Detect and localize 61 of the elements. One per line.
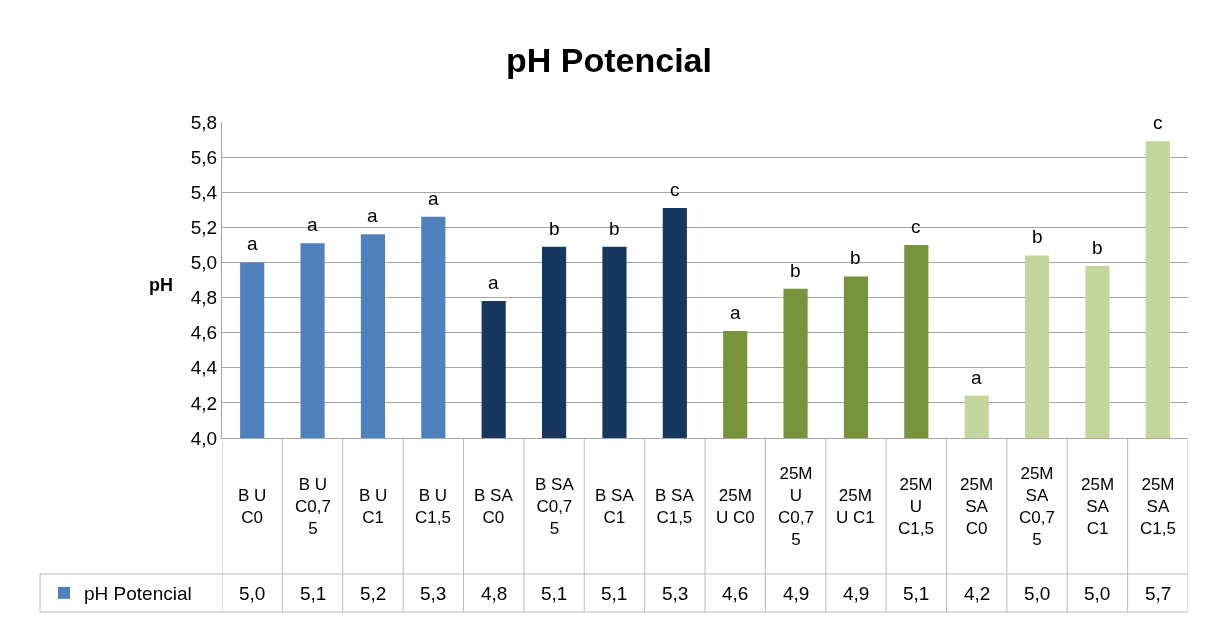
annotation: a	[247, 233, 258, 254]
x-tick-label: B SA C0	[474, 486, 514, 528]
x-tick-label: 25M U C1,5	[898, 475, 934, 539]
annotation: a	[307, 214, 318, 235]
y-tick-label: 4,2	[190, 392, 218, 414]
data-label: 5,0	[1084, 583, 1111, 604]
annotation: a	[971, 367, 982, 388]
x-tick-label: B SA C1,5	[655, 486, 695, 528]
x-tick-label: 25M SA C0,75	[1019, 464, 1055, 550]
x-tick-label: B U C1,5	[415, 486, 451, 528]
x-tick-label: 25M U C0,75	[778, 464, 814, 550]
data-label: 5,1	[601, 583, 628, 604]
data-label: 4,2	[964, 583, 991, 604]
annotation: c	[1153, 112, 1163, 133]
x-tick-label: 25M U C0	[716, 486, 755, 528]
x-tick-label: B U C0	[238, 486, 267, 528]
annotation: b	[1092, 237, 1103, 258]
y-tick-label: 5,8	[190, 111, 218, 133]
annotation: a	[730, 302, 741, 323]
y-tick-label: 4,4	[190, 357, 218, 379]
x-tick-label: B U C1	[359, 486, 388, 528]
x-tick-label: 25M U C1	[836, 486, 875, 528]
annotation: c	[911, 216, 921, 237]
annotation: b	[790, 260, 801, 281]
annotation: b	[850, 247, 861, 268]
data-label: 5,1	[541, 583, 568, 604]
y-tick-label: 5,4	[190, 181, 218, 203]
data-label: 4,6	[722, 583, 749, 604]
y-tick-label: 5,2	[190, 216, 218, 238]
x-tick-label: 25M SA C0	[960, 475, 994, 539]
x-tick-label: 25M SA C1,5	[1140, 475, 1176, 539]
annotation: b	[609, 218, 620, 239]
data-label: 4,8	[481, 583, 508, 604]
y-tick-label: 4,8	[190, 287, 218, 309]
data-label: 4,9	[843, 583, 870, 604]
annotation: b	[1032, 226, 1043, 247]
x-tick-label: B U C0,75	[295, 475, 331, 539]
data-label: 5,3	[420, 583, 447, 604]
data-label: 5,0	[1024, 583, 1051, 604]
data-label: 5,1	[300, 583, 327, 604]
y-axis-title: pH	[149, 275, 173, 295]
data-label: 4,9	[783, 583, 810, 604]
annotation: a	[367, 205, 378, 226]
data-label: 5,3	[662, 583, 689, 604]
annotation: c	[670, 179, 680, 200]
legend-label: pH Potencial	[84, 583, 192, 605]
x-tick-label: 25M SA C1	[1081, 475, 1115, 539]
x-tick-label: B SA C1	[595, 486, 635, 528]
data-label: 5,7	[1145, 583, 1172, 604]
annotation: a	[428, 188, 439, 209]
data-label: 5,2	[360, 583, 387, 604]
y-tick-label: 4,6	[190, 322, 218, 344]
annotation: a	[488, 272, 499, 293]
x-tick-label: B SA C0,75	[535, 475, 575, 539]
annotation: b	[549, 218, 560, 239]
data-label: 5,0	[239, 583, 266, 604]
data-label: 5,1	[903, 583, 930, 604]
chart-title: pH Potencial	[506, 40, 712, 79]
y-tick-label: 4,0	[190, 427, 218, 449]
y-tick-label: 5,0	[190, 252, 218, 274]
y-tick-label: 5,6	[190, 146, 218, 168]
